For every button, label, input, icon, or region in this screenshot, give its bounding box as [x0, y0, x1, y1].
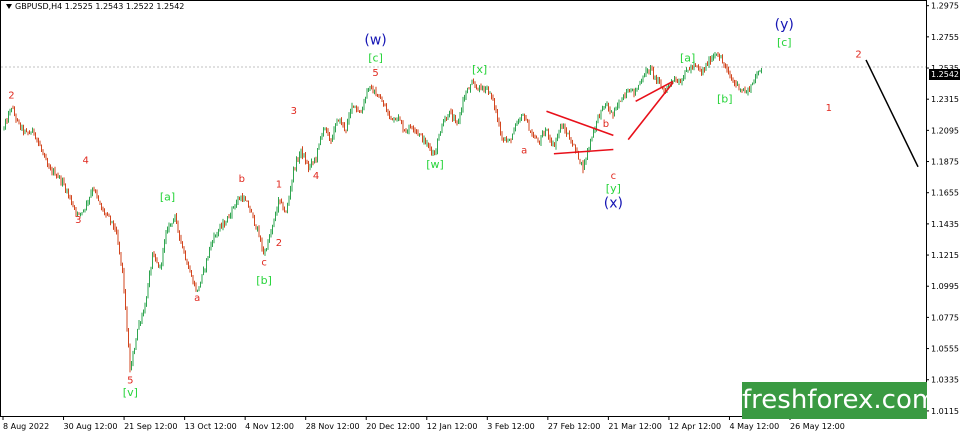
- wave-label: c: [611, 171, 617, 182]
- y-tick-label: 1.1655: [931, 189, 959, 198]
- wave-label: b: [603, 119, 609, 130]
- plot-frame: [0, 0, 927, 417]
- wave-label: c: [261, 258, 267, 269]
- wave-label: 1: [276, 180, 282, 191]
- wave-label: 3: [291, 106, 297, 117]
- x-tick-label: 12 Jan 12:00: [427, 422, 478, 431]
- x-axis: 8 Aug 2022 30 Aug 12:00 21 Sep 12:00 13 Oct…: [2, 417, 845, 431]
- dropdown-triangle-icon[interactable]: [6, 4, 12, 9]
- x-tick-label: 28 Nov 12:00: [306, 422, 360, 431]
- x-tick-label: 3 Feb 12:00: [487, 422, 534, 431]
- wave-label: 4: [83, 156, 89, 167]
- y-tick-label: 1.2315: [931, 95, 959, 104]
- wave-label: [c]: [777, 36, 792, 49]
- y-tick-label: 1.1215: [931, 251, 959, 260]
- y-tick-label: 1.0335: [931, 376, 959, 385]
- y-tick-label: 1.1875: [931, 158, 959, 167]
- wave-label: a: [521, 146, 527, 157]
- freshforex-logo: freshforex.com: [742, 382, 937, 419]
- y-tick-label: 1.0115: [931, 407, 959, 416]
- wave-annotations: 2435[v][a]abc[b]12345[c](w)[w][x]abc[y](…: [8, 17, 919, 399]
- wave-label: 5: [127, 375, 133, 386]
- x-tick-label: 30 Aug 12:00: [64, 422, 118, 431]
- x-tick-label: 21 Mar 12:00: [608, 422, 661, 431]
- x-tick-label: 4 Nov 12:00: [245, 422, 294, 431]
- y-tick-label: 1.2095: [931, 126, 959, 135]
- forecast-line: [865, 59, 919, 168]
- wave-label: 1: [826, 103, 832, 114]
- wave-label: [b]: [256, 274, 272, 287]
- trend-line: [553, 148, 614, 155]
- x-tick-label: 4 May 12:00: [729, 422, 779, 431]
- y-tick-label: 1.2975: [931, 2, 959, 11]
- wave-label: [b]: [717, 93, 733, 106]
- current-price-label: 1.2542: [929, 69, 960, 80]
- wave-label: a: [194, 293, 200, 304]
- wave-label: 2: [276, 238, 282, 249]
- y-tick-label: 1.0995: [931, 282, 959, 291]
- x-tick-label: 27 Feb 12:00: [548, 422, 600, 431]
- wave-label: [w]: [426, 158, 444, 171]
- wave-label: b: [239, 174, 245, 185]
- candlesticks: [3, 52, 762, 373]
- wave-label: [x]: [472, 63, 487, 76]
- x-tick-label: 20 Dec 12:00: [366, 422, 420, 431]
- symbol-header: GBPUSD,H4 1.2525 1.2543 1.2522 1.2542: [6, 2, 184, 11]
- wave-label: [v]: [123, 386, 138, 399]
- y-tick-label: 1.2535: [931, 64, 959, 73]
- wave-label: [a]: [680, 52, 695, 65]
- wave-label: [c]: [368, 52, 383, 65]
- wave-label: 2: [8, 90, 14, 101]
- trend-line: [546, 110, 614, 137]
- trend-line: [627, 82, 674, 141]
- wave-label: 5: [372, 68, 378, 79]
- y-tick-label: 1.2755: [931, 33, 959, 42]
- wave-label: [y]: [606, 182, 621, 195]
- x-tick-label: 8 Aug 2022: [3, 422, 49, 431]
- y-axis: 1.2975 1.2755 1.2535 1.2315 1.2095 1.1875 1.16…: [926, 2, 959, 416]
- wave-label: (w): [364, 33, 386, 49]
- y-tick-label: 1.0555: [931, 345, 959, 354]
- wave-label: (y): [775, 17, 794, 33]
- y-tick-label: 1.0775: [931, 313, 959, 322]
- y-tick-label: 1.1435: [931, 220, 959, 229]
- wave-label: 3: [75, 215, 81, 226]
- x-tick-label: 13 Oct 12:00: [185, 422, 237, 431]
- wave-label: (x): [604, 196, 623, 212]
- wave-label: [a]: [160, 190, 175, 203]
- x-tick-label: 12 Apr 12:00: [669, 422, 721, 431]
- wave-label: 4: [313, 171, 319, 182]
- x-tick-label: 26 May 12:00: [790, 422, 845, 431]
- symbol-info: GBPUSD,H4 1.2525 1.2543 1.2522 1.2542: [15, 2, 185, 11]
- wave-label: 2: [855, 49, 861, 60]
- x-tick-label: 21 Sep 12:00: [124, 422, 177, 431]
- trend-line: [635, 80, 674, 103]
